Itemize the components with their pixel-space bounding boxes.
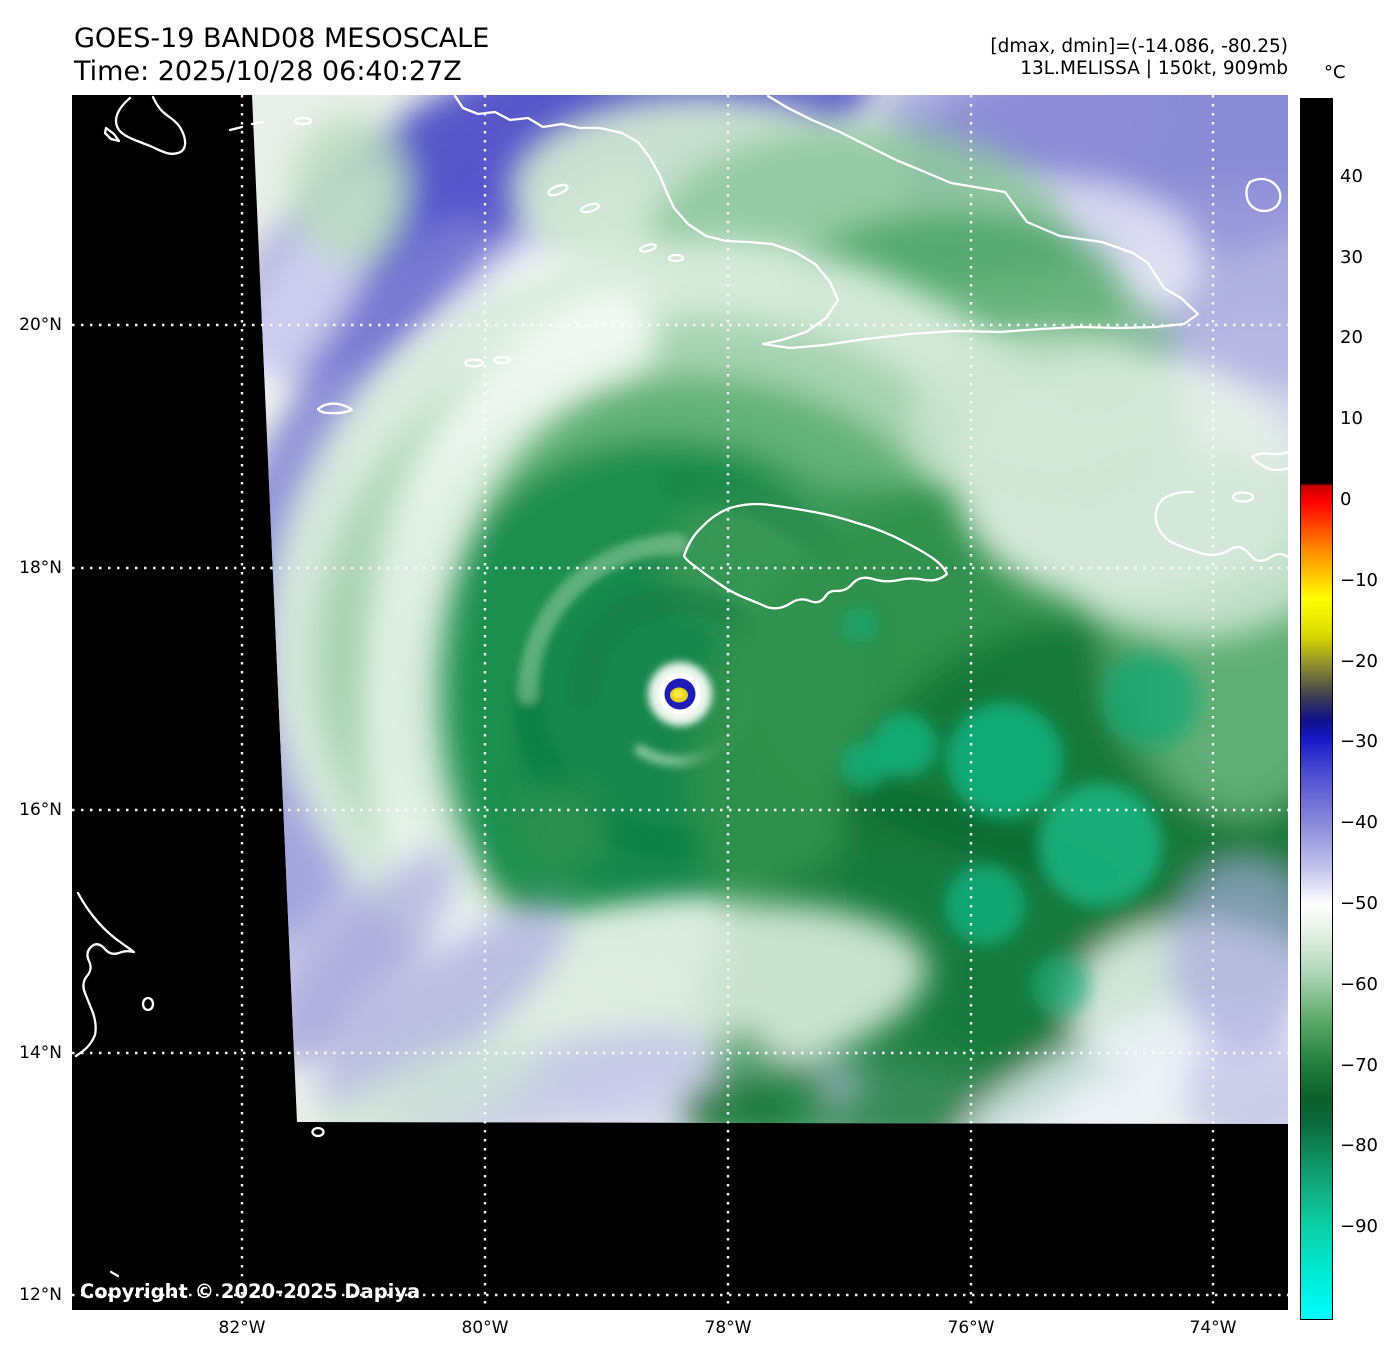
cbar-tick-m60: −60 bbox=[1340, 974, 1378, 995]
page-title: GOES-19 BAND08 MESOSCALE bbox=[74, 23, 490, 54]
south-outflow bbox=[283, 782, 928, 1124]
lon-tick-76w: 76°W bbox=[947, 1318, 995, 1338]
satellite-imagery bbox=[72, 94, 1290, 1310]
cbar-tick-40: 40 bbox=[1340, 166, 1363, 187]
cbar-tick-m40: −40 bbox=[1340, 812, 1378, 833]
coastline-jamaica bbox=[682, 502, 949, 610]
cbar-tick-m70: −70 bbox=[1340, 1055, 1378, 1076]
coastline-cuba bbox=[453, 94, 1200, 350]
coastline-cayman-brac bbox=[463, 358, 485, 368]
coastline-cays bbox=[228, 120, 265, 132]
lat-tick-14n: 14°N bbox=[19, 1043, 62, 1063]
coastline-haiti-tiburon bbox=[1154, 490, 1290, 562]
lon-tick-78w: 78°W bbox=[704, 1318, 752, 1338]
map-plot bbox=[72, 94, 1290, 1310]
dmax-dmin-readout: [dmax, dmin]=(-14.086, -80.25) bbox=[990, 36, 1288, 57]
coastline-little-cayman bbox=[492, 355, 512, 365]
coastline-inagua bbox=[1245, 177, 1282, 213]
lat-tick-16n: 16°N bbox=[19, 800, 62, 820]
cbar-tick-m50: −50 bbox=[1340, 893, 1378, 914]
hurricane-eye bbox=[648, 662, 712, 726]
coastlines bbox=[74, 94, 1290, 1278]
pale-moist-hispaniola bbox=[910, 330, 1288, 640]
coastline-juventud-curl bbox=[103, 126, 121, 143]
coastline-grand-cayman bbox=[316, 402, 354, 415]
temperature-colorbar bbox=[1300, 98, 1333, 1320]
timestamp: Time: 2025/10/28 06:40:27Z bbox=[74, 56, 462, 87]
cbar-tick-0: 0 bbox=[1340, 489, 1352, 510]
lon-tick-82w: 82°W bbox=[218, 1318, 266, 1338]
lat-tick-20n: 20°N bbox=[19, 315, 62, 335]
cbar-tick-10: 10 bbox=[1340, 408, 1363, 429]
cbar-tick-30: 30 bbox=[1340, 247, 1363, 268]
cbar-tick-m30: −30 bbox=[1340, 731, 1378, 752]
cbar-tick-m80: −80 bbox=[1340, 1135, 1378, 1156]
colorbar-unit-label: °C bbox=[1324, 62, 1346, 83]
coastline-central-america bbox=[74, 891, 136, 1058]
cbar-tick-m90: −90 bbox=[1340, 1216, 1378, 1237]
lon-tick-80w: 80°W bbox=[461, 1318, 509, 1338]
lon-tick-74w: 74°W bbox=[1189, 1318, 1237, 1338]
copyright-text: Copyright © 2020-2025 Dapiya bbox=[80, 1280, 421, 1303]
storm-status-readout: 13L.MELISSA | 150kt, 909mb bbox=[1020, 58, 1288, 79]
data-swath bbox=[252, 95, 1288, 1124]
lat-tick-12n: 12°N bbox=[19, 1285, 62, 1305]
cbar-tick-m10: −10 bbox=[1340, 570, 1378, 591]
cbar-tick-m20: −20 bbox=[1340, 651, 1378, 672]
overshooting-tops bbox=[841, 607, 1198, 1015]
coastline-isla-juventud bbox=[114, 95, 187, 155]
cbar-tick-20: 20 bbox=[1340, 327, 1363, 348]
lat-tick-18n: 18°N bbox=[19, 558, 62, 578]
